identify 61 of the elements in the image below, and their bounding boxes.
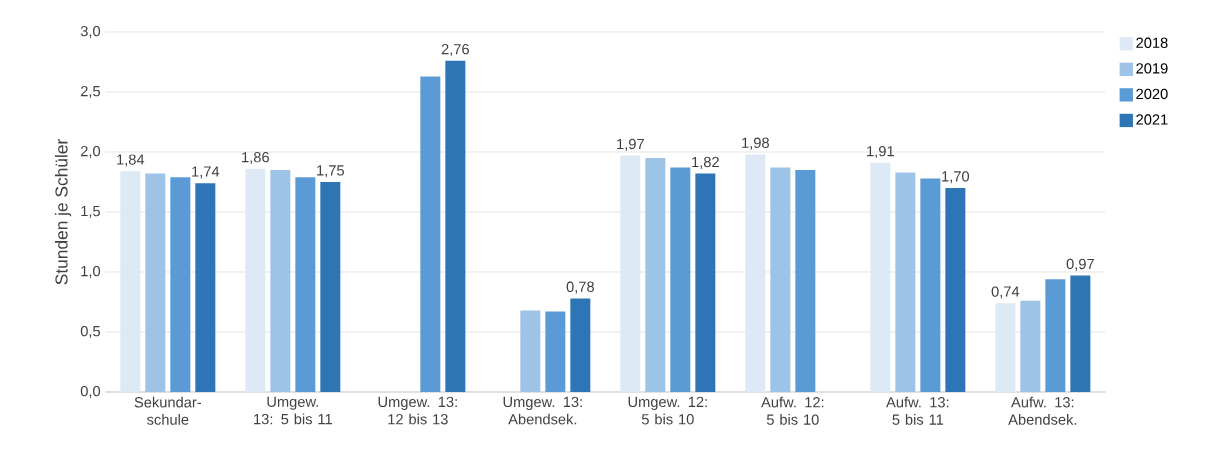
- bar: [920, 178, 941, 392]
- y-tick-label: 2,5: [80, 85, 100, 99]
- bar: [245, 168, 266, 392]
- x-tick-label: Aufw. 13: Abendsek.: [1008, 396, 1077, 425]
- data-label: 0,74: [991, 286, 1020, 299]
- x-tick-label: Umgew. 13: Abendsek.: [503, 396, 582, 425]
- bar: [995, 303, 1016, 392]
- data-label: 1,86: [242, 151, 269, 165]
- bar: [145, 173, 166, 392]
- x-tick-label: Umgew. 13: 12 bis 13: [378, 396, 457, 425]
- data-label: 0,97: [1066, 258, 1094, 271]
- bar: [570, 298, 591, 392]
- x-tick-label: Umgew. 13: 5 bis 11: [254, 396, 332, 425]
- data-label: 1,74: [192, 166, 220, 179]
- data-label: 0,78: [566, 281, 594, 294]
- bar: [320, 182, 341, 392]
- bar: [895, 172, 916, 392]
- bar: [445, 60, 466, 392]
- bar: [120, 171, 141, 392]
- data-label: 1,97: [617, 138, 644, 151]
- x-tick-label: Aufw. 12: 5 bis 10: [761, 396, 824, 425]
- bar: [945, 187, 966, 392]
- y-tick-label: 2,0: [80, 145, 101, 159]
- data-label: 1,91: [867, 145, 894, 159]
- bar: [620, 155, 641, 392]
- bar: [545, 311, 566, 392]
- bar: [1045, 279, 1066, 392]
- bar: [770, 167, 791, 392]
- bar: [295, 177, 316, 392]
- bar: [170, 177, 191, 392]
- data-label: 1,84: [117, 154, 145, 167]
- y-tick-label: 1,0: [81, 265, 101, 279]
- bar: [1070, 275, 1091, 392]
- legend-label: 2020: [1136, 88, 1168, 100]
- y-axis-title: Stunden je Schüler: [54, 139, 72, 285]
- bar: [645, 158, 666, 392]
- y-tick-label: 0,0: [80, 385, 101, 399]
- bar: [270, 170, 291, 392]
- y-tick-label: 3,0: [80, 25, 101, 39]
- bar: [1020, 300, 1041, 392]
- bar: [195, 183, 216, 392]
- x-tick-label: Sekundar-schule: [134, 396, 201, 425]
- y-tick-label: 1,5: [81, 206, 100, 218]
- bar: [745, 154, 766, 392]
- bar: [420, 76, 441, 392]
- data-label: 1,98: [742, 137, 769, 150]
- bar: [870, 162, 891, 392]
- legend-label: 2019: [1136, 63, 1168, 74]
- x-tick-label: Umgew. 12: 5 bis 10: [628, 396, 707, 425]
- legend-label: 2018: [1136, 37, 1168, 48]
- bar: [670, 167, 691, 392]
- y-tick-label: 0,5: [80, 325, 100, 339]
- bar: [795, 170, 816, 392]
- bar: [520, 310, 541, 392]
- data-label: 1,75: [317, 165, 344, 178]
- data-label: 2,76: [441, 43, 469, 57]
- data-label: 1,70: [942, 171, 970, 184]
- data-label: 1,82: [692, 156, 719, 169]
- legend-label: 2021: [1136, 114, 1168, 125]
- x-tick-label: Aufw. 13: 5 bis 11: [886, 396, 949, 425]
- bar: [695, 173, 716, 392]
